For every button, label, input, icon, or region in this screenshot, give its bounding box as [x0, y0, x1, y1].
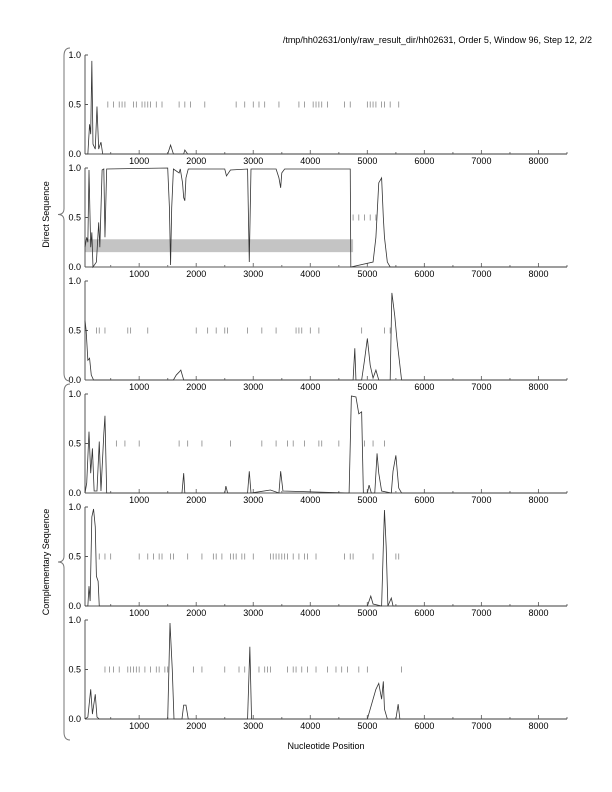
x-tick-label: 5000 [357, 495, 377, 505]
x-tick-label: 2000 [186, 269, 206, 279]
x-tick-label: 6000 [414, 156, 434, 166]
chart-title: /tmp/hh02631/only/raw_result_dir/hh02631… [282, 35, 592, 45]
x-tick-label: 1000 [129, 269, 149, 279]
y-tick-label: 0.5 [68, 552, 81, 562]
x-tick-label: 7000 [471, 156, 491, 166]
frame-curve [85, 508, 567, 607]
y-tick-label: 1.0 [68, 163, 81, 173]
y-tick-label: 1.0 [68, 615, 81, 625]
x-tick-label: 1000 [129, 721, 149, 731]
x-tick-label: 7000 [471, 382, 491, 392]
frame-curve [84, 622, 567, 720]
group-brace [57, 47, 71, 382]
x-tick-label: 6000 [414, 721, 434, 731]
frame-curve [84, 167, 567, 269]
y-tick-label: 0.5 [68, 439, 81, 449]
x-tick-label: 3000 [243, 495, 263, 505]
x-tick-label: 4000 [300, 382, 320, 392]
x-tick-label: 1000 [129, 382, 149, 392]
x-tick-label: 3000 [243, 156, 263, 166]
y-tick-label: 0.0 [68, 714, 81, 724]
x-tick-label: 2000 [186, 608, 206, 618]
frame-curve [84, 395, 567, 494]
x-tick-label: 3000 [243, 608, 263, 618]
y-tick-label: 0.5 [68, 213, 81, 223]
x-tick-label: 6000 [414, 382, 434, 392]
frame-curve [85, 60, 567, 155]
x-tick-label: 8000 [528, 721, 548, 731]
y-tick-label: 0.5 [68, 100, 81, 110]
y-tick-label: 1.0 [68, 502, 81, 512]
x-tick-label: 4000 [300, 721, 320, 731]
x-tick-label: 7000 [471, 608, 491, 618]
y-tick-label: 1.0 [68, 276, 81, 286]
x-tick-label: 1000 [129, 495, 149, 505]
frame-curve [84, 292, 567, 381]
x-tick-label: 3000 [243, 721, 263, 731]
x-axis-label: Nucleotide Position [287, 741, 364, 751]
y-tick-label: 0.0 [68, 488, 81, 498]
x-tick-label: 8000 [528, 382, 548, 392]
x-tick-label: 5000 [357, 721, 377, 731]
x-tick-label: 4000 [300, 495, 320, 505]
x-tick-label: 1000 [129, 608, 149, 618]
x-tick-label: 2000 [186, 495, 206, 505]
x-tick-label: 5000 [357, 382, 377, 392]
y-tick-label: 0.0 [68, 601, 81, 611]
y-tick-label: 1.0 [68, 389, 81, 399]
y-tick-label: 0.5 [68, 665, 81, 675]
y-tick-label: 0.0 [68, 149, 81, 159]
x-tick-label: 2000 [186, 156, 206, 166]
x-tick-label: 2000 [186, 382, 206, 392]
x-tick-label: 5000 [357, 269, 377, 279]
x-tick-label: 3000 [243, 382, 263, 392]
x-tick-label: 7000 [471, 721, 491, 731]
y-tick-label: 0.0 [68, 262, 81, 272]
x-tick-label: 6000 [414, 495, 434, 505]
x-tick-label: 8000 [528, 269, 548, 279]
y-tick-label: 0.0 [68, 375, 81, 385]
x-tick-label: 1000 [129, 156, 149, 166]
x-tick-label: 8000 [528, 608, 548, 618]
x-tick-label: 5000 [357, 608, 377, 618]
x-tick-label: 8000 [528, 495, 548, 505]
x-tick-label: 7000 [471, 269, 491, 279]
shaded-region [85, 239, 354, 253]
x-tick-label: 4000 [300, 608, 320, 618]
group-label: Complementary Sequence [41, 509, 51, 616]
group-label: Direct Sequence [41, 181, 51, 248]
y-tick-label: 0.5 [68, 326, 81, 336]
x-tick-label: 6000 [414, 608, 434, 618]
y-tick-label: 1.0 [68, 50, 81, 60]
x-tick-label: 3000 [243, 269, 263, 279]
x-tick-label: 4000 [300, 156, 320, 166]
x-tick-label: 8000 [528, 156, 548, 166]
x-tick-label: 2000 [186, 721, 206, 731]
x-tick-label: 7000 [471, 495, 491, 505]
group-brace [57, 383, 71, 741]
x-tick-label: 4000 [300, 269, 320, 279]
x-tick-label: 6000 [414, 269, 434, 279]
x-tick-label: 5000 [357, 156, 377, 166]
